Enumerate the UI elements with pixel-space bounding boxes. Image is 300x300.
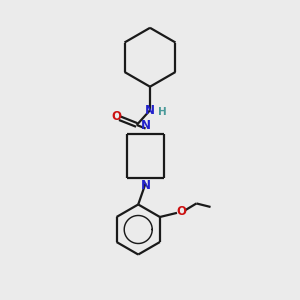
Text: O: O <box>111 110 121 123</box>
Text: N: N <box>145 104 155 117</box>
Text: N: N <box>141 179 151 192</box>
Text: H: H <box>158 107 167 117</box>
Text: N: N <box>141 119 151 132</box>
Text: O: O <box>176 205 186 218</box>
